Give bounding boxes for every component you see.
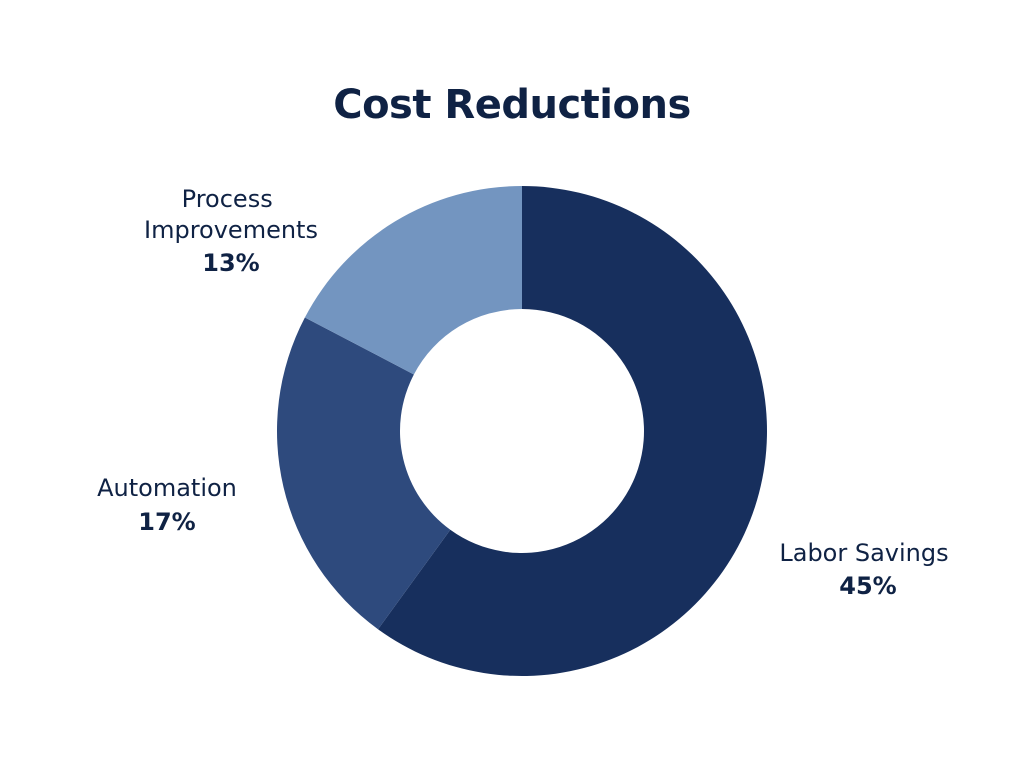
donut-slice-process-improvements xyxy=(304,186,522,375)
slice-label-process-improvements: Process Improvements xyxy=(144,185,318,244)
slice-value-labor-savings: 45% xyxy=(839,572,896,600)
donut-slice-labor-savings xyxy=(377,186,767,676)
slice-label-automation: Automation xyxy=(97,474,237,502)
slice-value-automation: 17% xyxy=(138,508,195,536)
chart-title: Cost Reductions xyxy=(333,82,691,128)
donut-slice-automation xyxy=(276,317,451,630)
donut-slices xyxy=(276,186,767,676)
slice-value-process-improvements: 13% xyxy=(202,249,259,277)
slice-label-labor-savings: Labor Savings xyxy=(779,539,948,567)
